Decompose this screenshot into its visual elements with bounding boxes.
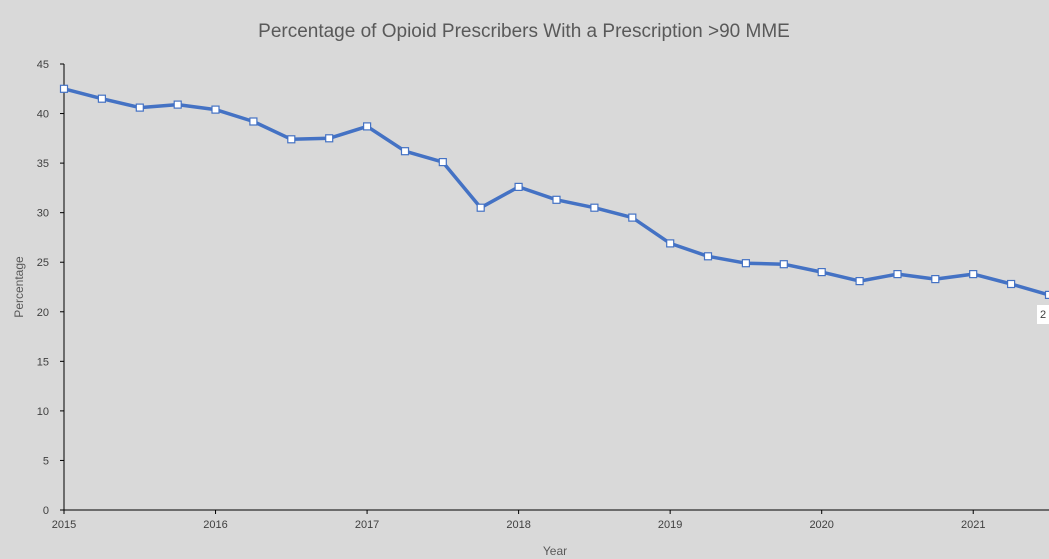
y-tick-label: 15 <box>37 356 49 368</box>
data-point <box>628 213 637 222</box>
data-point <box>1044 290 1049 299</box>
x-tick-label: 2016 <box>203 519 227 531</box>
series-line <box>62 87 1049 297</box>
x-axis-title: Year <box>543 544 567 558</box>
data-point <box>741 259 751 268</box>
data-point <box>855 277 864 286</box>
data-label-box <box>1037 305 1049 324</box>
data-point <box>666 239 675 248</box>
x-tick-label: 2015 <box>52 519 76 531</box>
data-point <box>325 134 334 143</box>
data-point <box>969 270 978 279</box>
x-tick-label: 2017 <box>355 519 379 531</box>
data-point <box>703 252 713 261</box>
data-point <box>476 203 485 212</box>
y-tick-label: 25 <box>37 257 49 269</box>
y-tick-label: 20 <box>37 307 49 319</box>
data-point <box>287 135 296 144</box>
y-tick-label: 5 <box>43 455 49 467</box>
x-tick-label: 2021 <box>961 519 985 531</box>
x-tick-label: 2018 <box>506 519 530 531</box>
data-point <box>590 203 599 212</box>
series-points <box>59 84 1049 299</box>
data-point <box>931 275 940 284</box>
data-point <box>817 268 826 277</box>
y-tick-label: 0 <box>43 505 49 517</box>
y-tick-label: 45 <box>37 59 49 71</box>
y-tick-label: 10 <box>37 406 49 418</box>
data-point <box>552 195 561 204</box>
y-axis-title: Percentage <box>12 256 26 318</box>
y-tick-label: 30 <box>37 208 49 220</box>
data-label: 2 <box>1040 309 1046 321</box>
y-tick-label: 35 <box>37 158 49 170</box>
data-point <box>173 100 182 109</box>
y-axis-ticks: 0 5 10 15 20 25 30 35 40 45 <box>37 59 64 517</box>
data-point <box>211 105 220 114</box>
data-point <box>438 158 447 167</box>
y-tick-label: 40 <box>37 109 49 121</box>
x-tick-label: 2019 <box>658 519 682 531</box>
data-point <box>363 122 372 131</box>
x-axis-ticks: 2015 2016 2017 2018 2019 2020 2021 <box>52 510 985 531</box>
data-point <box>97 94 107 103</box>
data-point <box>59 84 69 93</box>
data-label-group: 2 <box>1037 305 1049 324</box>
data-point <box>779 260 788 269</box>
x-tick-label: 2020 <box>809 519 833 531</box>
data-point <box>135 103 144 112</box>
chart-title: Percentage of Opioid Prescribers With a … <box>258 21 790 42</box>
data-point <box>893 270 902 279</box>
data-point <box>514 182 523 191</box>
data-point <box>400 147 410 156</box>
data-point <box>249 117 258 126</box>
data-point <box>1006 279 1016 289</box>
